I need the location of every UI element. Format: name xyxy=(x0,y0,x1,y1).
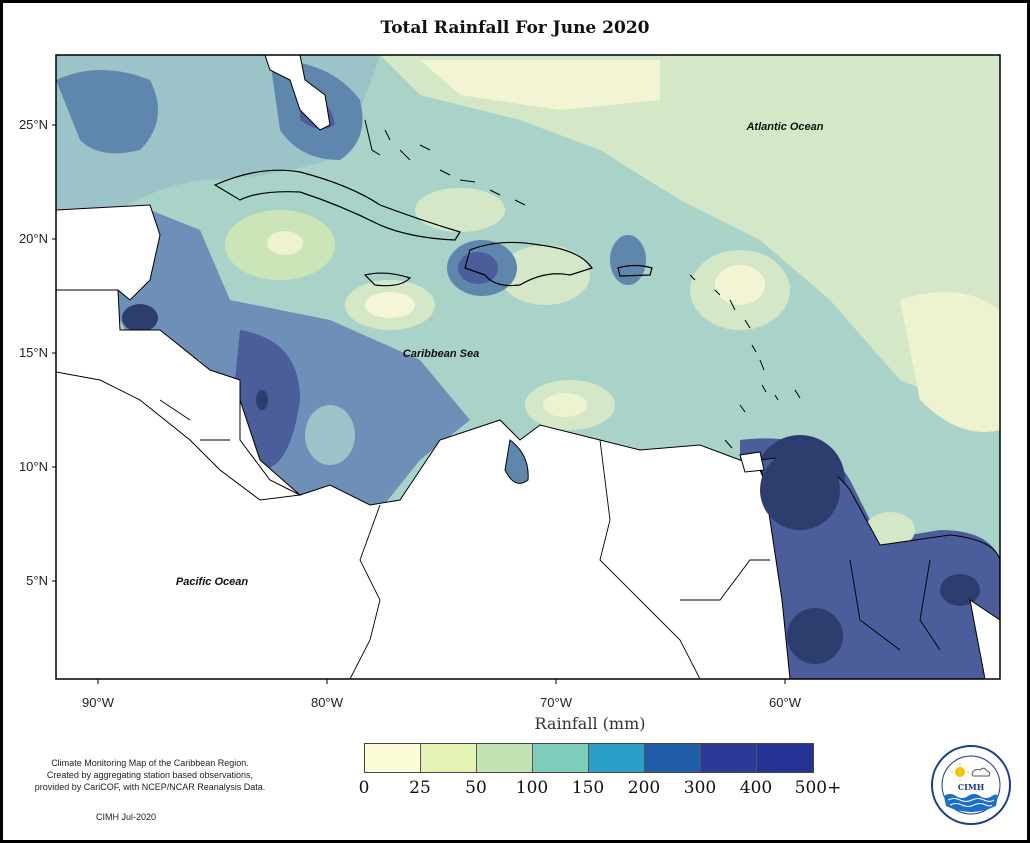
legend-swatch xyxy=(757,744,813,772)
legend-tick-label: 400 xyxy=(739,778,773,798)
legend-tick-label: 200 xyxy=(627,778,661,798)
lat-label-15n: 15°N xyxy=(19,345,48,360)
lat-label-20n: 20°N xyxy=(19,231,48,246)
legend-swatch xyxy=(645,744,701,772)
legend-swatch xyxy=(365,744,421,772)
cloud-icon xyxy=(971,767,991,777)
legend-tick-label: 150 xyxy=(571,778,605,798)
credit-line-2: Created by aggregating station based obs… xyxy=(46,770,254,780)
region-label-pacific: Pacific Ocean xyxy=(176,576,248,588)
legend-tick-label: 300 xyxy=(683,778,717,798)
credit-line-1: Climate Monitoring Map of the Caribbean … xyxy=(51,758,249,768)
lat-label-5n: 5°N xyxy=(26,573,48,588)
legend-swatch xyxy=(589,744,645,772)
credit-text: Climate Monitoring Map of the Caribbean … xyxy=(20,757,280,793)
region-label-atlantic: Atlantic Ocean xyxy=(745,121,823,133)
legend-swatch xyxy=(533,744,589,772)
cimh-logo: CIMH xyxy=(931,745,1011,825)
lat-label-25n: 25°N xyxy=(19,117,48,132)
legend-swatch xyxy=(701,744,757,772)
legend-swatch xyxy=(477,744,533,772)
lon-label-60w: 60°W xyxy=(769,695,802,710)
legend-tick-label: 50 xyxy=(465,778,487,798)
lat-label-10n: 10°N xyxy=(19,459,48,474)
region-label-caribbean: Caribbean Sea xyxy=(403,348,479,360)
svg-text:CIMH: CIMH xyxy=(958,782,985,792)
legend-tick-label: 500+ xyxy=(794,778,842,798)
map-title: Total Rainfall For June 2020 xyxy=(380,18,650,38)
lon-label-90w: 90°W xyxy=(82,695,115,710)
legend-title: Rainfall (mm) xyxy=(534,714,646,733)
legend-colorbar xyxy=(364,743,814,773)
credit-line-3: provided by CariCOF, with NCEP/NCAR Rean… xyxy=(34,782,266,792)
legend-tick-label: 25 xyxy=(409,778,431,798)
credit-date: CIMH Jul-2020 xyxy=(96,812,157,822)
lon-label-80w: 80°W xyxy=(311,695,344,710)
legend-tick-label: 100 xyxy=(515,778,549,798)
sun-icon xyxy=(955,767,965,777)
lon-label-70w: 70°W xyxy=(540,695,573,710)
legend-swatch xyxy=(421,744,477,772)
legend-tick-label: 0 xyxy=(358,778,370,798)
